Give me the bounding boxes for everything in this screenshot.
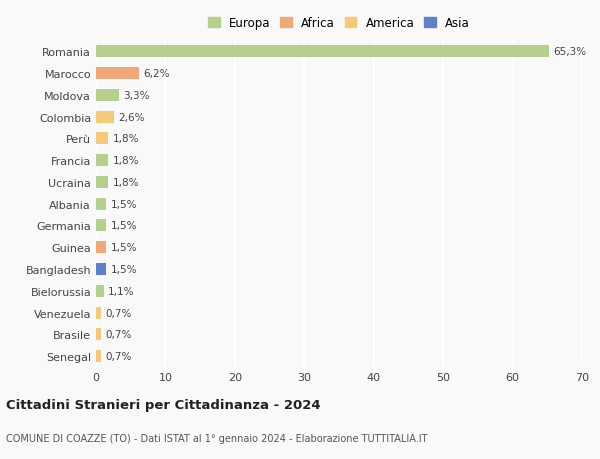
Text: 1,5%: 1,5% [110,199,137,209]
Bar [96,112,114,123]
Text: COMUNE DI COAZZE (TO) - Dati ISTAT al 1° gennaio 2024 - Elaborazione TUTTITALIA.: COMUNE DI COAZZE (TO) - Dati ISTAT al 1°… [6,433,427,442]
Text: 3,3%: 3,3% [123,90,149,101]
Text: Cittadini Stranieri per Cittadinanza - 2024: Cittadini Stranieri per Cittadinanza - 2… [6,398,320,412]
Text: 0,7%: 0,7% [105,330,131,340]
Text: 1,5%: 1,5% [110,264,137,274]
Text: 1,1%: 1,1% [108,286,134,296]
Bar [96,329,101,341]
Bar [96,242,106,254]
Bar [96,220,106,232]
Text: 1,8%: 1,8% [113,134,139,144]
Bar [96,307,101,319]
Bar [96,285,104,297]
Text: 2,6%: 2,6% [118,112,145,123]
Legend: Europa, Africa, America, Asia: Europa, Africa, America, Asia [206,15,472,32]
Bar [96,155,109,167]
Bar [96,46,550,58]
Text: 1,5%: 1,5% [110,221,137,231]
Bar [96,350,101,362]
Bar [96,90,119,101]
Text: 1,8%: 1,8% [113,178,139,188]
Text: 1,8%: 1,8% [113,156,139,166]
Text: 6,2%: 6,2% [143,69,170,79]
Text: 0,7%: 0,7% [105,351,131,361]
Bar [96,68,139,80]
Text: 0,7%: 0,7% [105,308,131,318]
Bar [96,177,109,189]
Text: 1,5%: 1,5% [110,243,137,253]
Text: 65,3%: 65,3% [554,47,587,57]
Bar [96,133,109,145]
Bar [96,263,106,275]
Bar [96,198,106,210]
